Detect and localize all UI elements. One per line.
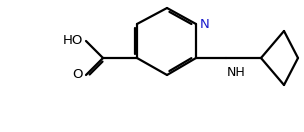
- Text: N: N: [200, 18, 210, 30]
- Text: HO: HO: [63, 34, 83, 48]
- Text: NH: NH: [227, 66, 246, 79]
- Text: O: O: [72, 69, 83, 81]
